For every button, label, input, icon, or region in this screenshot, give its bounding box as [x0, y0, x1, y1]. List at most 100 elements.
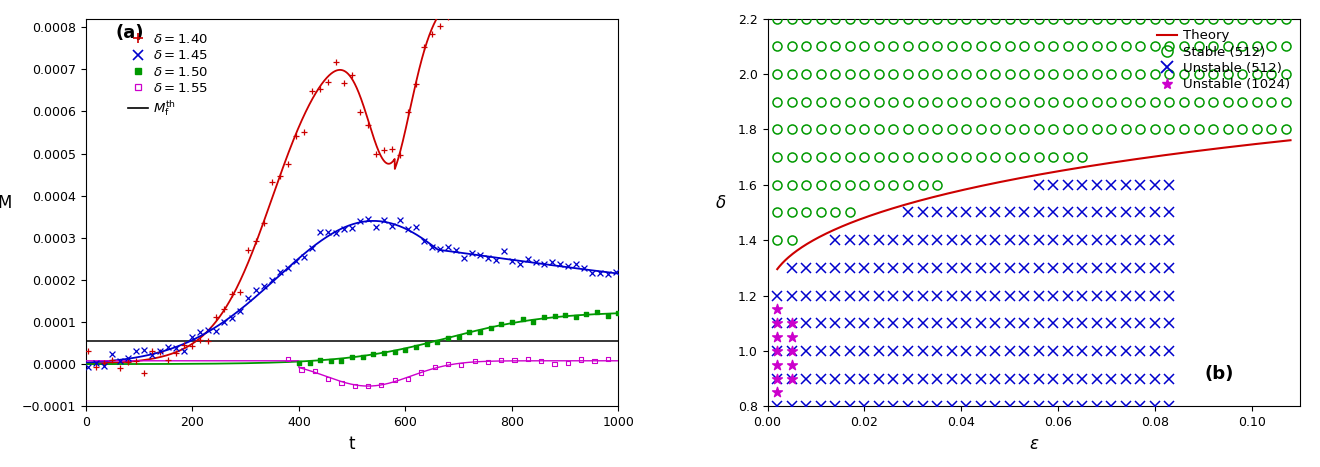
Point	[301, 244, 322, 251]
Point	[133, 369, 154, 377]
Point	[371, 381, 392, 389]
Point	[416, 340, 437, 347]
Point	[149, 347, 170, 354]
Point	[381, 145, 403, 153]
Point	[767, 389, 788, 396]
Point	[158, 343, 180, 350]
Point	[293, 253, 314, 261]
Point	[381, 222, 403, 230]
Text: (a): (a)	[115, 24, 144, 42]
Point	[190, 329, 211, 336]
Point	[544, 312, 565, 319]
Point	[389, 217, 411, 224]
Point	[214, 305, 235, 313]
Point	[470, 328, 491, 336]
Point	[253, 219, 275, 227]
Point	[350, 217, 371, 225]
Point	[261, 178, 282, 186]
Point	[358, 382, 379, 389]
Point	[182, 333, 203, 341]
Point	[293, 129, 314, 136]
Point	[397, 375, 418, 382]
Point	[557, 262, 578, 269]
Point	[222, 290, 243, 298]
Point	[767, 375, 788, 382]
Point	[86, 363, 107, 371]
Point	[269, 172, 290, 179]
Point	[141, 351, 162, 359]
Point	[318, 375, 339, 382]
Point	[781, 319, 803, 327]
Point	[261, 276, 282, 283]
Point	[570, 356, 591, 363]
Point	[767, 333, 788, 341]
Point	[397, 226, 418, 233]
Point	[557, 360, 578, 367]
Point	[321, 357, 342, 365]
Point	[565, 313, 586, 320]
Point	[277, 264, 298, 271]
Point	[478, 255, 499, 262]
Point	[581, 269, 602, 276]
Point	[437, 243, 458, 250]
Point	[345, 382, 366, 390]
Point	[781, 347, 803, 354]
Point	[285, 257, 306, 265]
Point	[133, 346, 154, 354]
Point	[465, 357, 486, 365]
X-axis label: $\epsilon$: $\epsilon$	[1028, 435, 1039, 453]
Point	[437, 361, 458, 368]
Point	[342, 224, 363, 232]
Point	[285, 133, 306, 140]
Point	[358, 121, 379, 129]
Point	[374, 146, 395, 154]
Point	[363, 350, 384, 357]
Y-axis label: $\delta$: $\delta$	[715, 194, 727, 212]
Point	[290, 366, 312, 373]
Point	[781, 375, 803, 382]
Legend: $\delta = 1.40$, $\delta = 1.45$, $\delta = 1.50$, $\delta = 1.55$, $M^{\rm th}_: $\delta = 1.40$, $\delta = 1.45$, $\delt…	[124, 29, 213, 122]
Point	[310, 85, 331, 93]
Point	[384, 376, 405, 384]
Point	[450, 361, 471, 369]
Point	[767, 319, 788, 327]
Point	[767, 306, 788, 313]
Point	[230, 307, 251, 315]
Point	[512, 315, 533, 323]
Point	[573, 264, 594, 272]
Point	[533, 261, 554, 268]
Point	[222, 314, 243, 322]
Legend: Theory, Stable (512), Unstable (512), Unstable (1024): Theory, Stable (512), Unstable (512), Un…	[1154, 25, 1294, 95]
Point	[504, 357, 525, 364]
Point	[544, 360, 565, 368]
Point	[238, 294, 259, 301]
Point	[214, 318, 235, 326]
Point	[277, 161, 298, 168]
Point	[523, 318, 544, 325]
Point	[305, 368, 326, 375]
Point	[125, 347, 147, 355]
Point	[253, 283, 275, 290]
Point	[78, 347, 99, 354]
Point	[384, 348, 405, 356]
Point	[781, 361, 803, 368]
Point	[269, 268, 290, 276]
Point	[767, 361, 788, 368]
Point	[374, 349, 395, 357]
Point	[318, 78, 339, 85]
Point	[102, 351, 123, 358]
X-axis label: t: t	[348, 435, 355, 453]
Point	[395, 346, 416, 354]
Point	[605, 269, 626, 276]
Point	[141, 347, 162, 355]
Point	[413, 43, 434, 51]
Point	[94, 359, 115, 367]
Point	[510, 261, 531, 268]
Point	[549, 261, 570, 268]
Point	[110, 357, 131, 365]
Point	[517, 355, 539, 362]
Point	[310, 356, 331, 364]
Point	[125, 357, 147, 365]
Point	[366, 150, 387, 157]
Point	[437, 334, 458, 342]
